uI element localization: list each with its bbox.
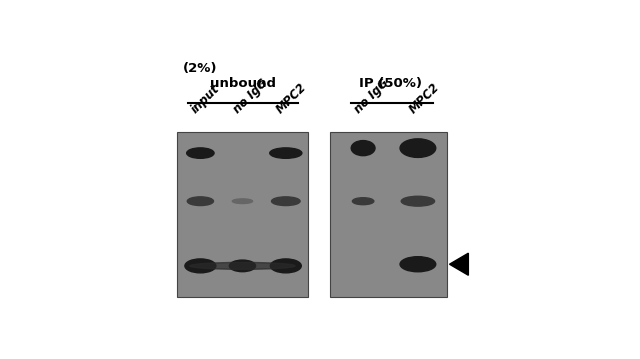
Bar [177,131,308,297]
Polygon shape [449,253,468,275]
Ellipse shape [400,257,436,272]
Text: (2%): (2%) [183,62,218,75]
Ellipse shape [271,197,300,206]
Text: MPC2: MPC2 [274,81,310,116]
Ellipse shape [229,260,255,272]
Ellipse shape [269,148,302,158]
Ellipse shape [232,199,253,204]
Text: no IgG: no IgG [351,77,391,116]
Ellipse shape [353,198,374,205]
Ellipse shape [401,196,435,206]
Text: input: input [189,83,223,116]
Text: IP (50%): IP (50%) [359,77,422,90]
Ellipse shape [190,262,295,269]
Ellipse shape [400,139,436,157]
Ellipse shape [270,259,301,273]
Ellipse shape [188,197,214,206]
Ellipse shape [351,141,375,156]
Ellipse shape [185,259,216,273]
Text: MPC2: MPC2 [406,81,442,116]
Text: unbound: unbound [210,77,276,90]
Bar [330,131,447,297]
Ellipse shape [187,148,214,158]
Text: no IgG: no IgG [231,77,270,116]
